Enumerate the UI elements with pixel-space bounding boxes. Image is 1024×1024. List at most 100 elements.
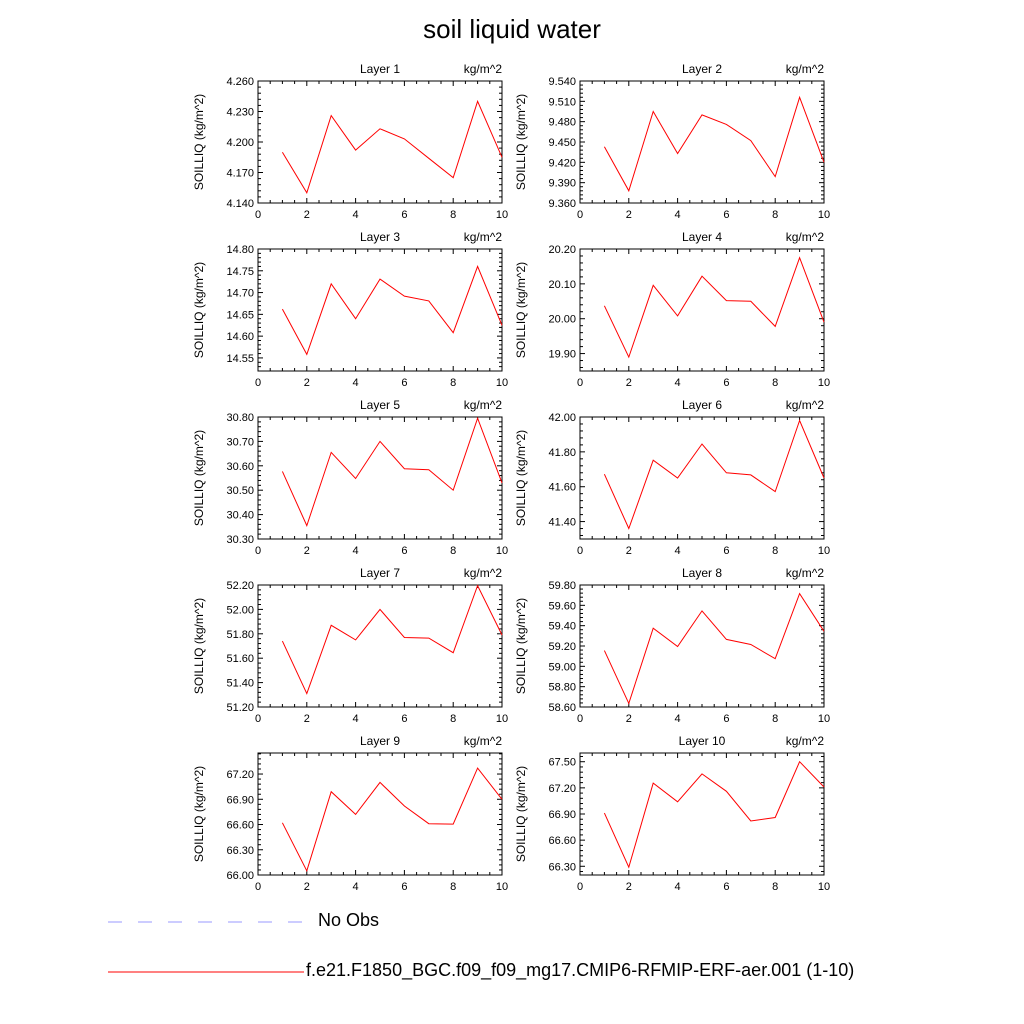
y-tick-label: 4.200 — [226, 137, 254, 149]
series-line — [603, 95, 825, 193]
plot-frame — [579, 80, 825, 204]
y-tick-label: 14.65 — [226, 309, 254, 321]
panel-title: Layer 5 — [360, 398, 400, 412]
y-tick-label: 66.60 — [226, 820, 254, 832]
legend-swatch-dashed — [108, 921, 304, 923]
y-tick-label: 67.50 — [548, 757, 576, 769]
panel-layer-6: 0 2 4 6 8 10 41.40 41.60 41.80 42.00 SOILLIQ (kg/m… — [514, 398, 830, 557]
x-tick-label: 4 — [675, 545, 681, 557]
y-tick-label: 20.00 — [548, 314, 576, 326]
y-axis-label: SOILLIQ (kg/m^2) — [192, 766, 206, 862]
y-tick-label: 52.20 — [226, 580, 254, 592]
plot-frame — [257, 416, 503, 540]
x-tick-label: 0 — [577, 545, 583, 557]
y-axis-label: SOILLIQ (kg/m^2) — [514, 766, 528, 862]
panel-layer-10: 0 2 4 6 8 10 66.30 66.60 66.90 67.20 67.50 SOILLIQ … — [514, 734, 830, 893]
x-tick-label: 8 — [772, 713, 778, 725]
y-tick-label: 66.00 — [226, 870, 254, 882]
x-tick-label: 2 — [304, 881, 310, 893]
plot-frame — [257, 248, 503, 372]
y-axis-label: SOILLIQ (kg/m^2) — [192, 262, 206, 358]
y-axis-label: SOILLIQ (kg/m^2) — [192, 598, 206, 694]
x-tick-label: 8 — [450, 377, 456, 389]
legend-label: f.e21.F1850_BGC.f09_f09_mg17.CMIP6-RFMIP… — [306, 960, 855, 980]
y-tick-label: 59.60 — [548, 600, 576, 612]
x-tick-label: 10 — [496, 713, 508, 725]
y-tick-label: 14.80 — [226, 244, 254, 256]
figure-title: soil liquid water — [423, 14, 601, 44]
x-tick-label: 2 — [626, 377, 632, 389]
y-axis-label: SOILLIQ (kg/m^2) — [514, 94, 528, 190]
y-tick-label: 51.20 — [226, 702, 254, 714]
series-line — [281, 416, 503, 527]
y-tick-label: 59.00 — [548, 661, 576, 673]
x-tick-label: 0 — [577, 377, 583, 389]
y-tick-label: 9.390 — [548, 178, 576, 190]
panel-units: kg/m^2 — [786, 566, 825, 580]
x-tick-label: 6 — [723, 713, 729, 725]
plot-frame — [257, 752, 503, 876]
y-tick-label: 30.70 — [226, 436, 254, 448]
y-tick-label: 59.40 — [548, 621, 576, 633]
x-tick-label: 8 — [772, 377, 778, 389]
series-line — [281, 99, 503, 195]
panel-units: kg/m^2 — [786, 62, 825, 76]
y-tick-label: 66.90 — [548, 809, 576, 821]
y-tick-label: 30.60 — [226, 461, 254, 473]
plot-frame — [257, 80, 503, 204]
y-tick-label: 51.60 — [226, 653, 254, 665]
x-tick-label: 4 — [353, 545, 359, 557]
y-tick-label: 59.80 — [548, 580, 576, 592]
panel-title: Layer 3 — [360, 230, 400, 244]
x-tick-label: 2 — [304, 377, 310, 389]
y-axis-label: SOILLIQ (kg/m^2) — [514, 430, 528, 526]
x-tick-label: 6 — [723, 209, 729, 221]
x-tick-label: 10 — [496, 881, 508, 893]
series-line — [603, 592, 825, 705]
x-tick-label: 2 — [626, 209, 632, 221]
y-tick-label: 4.260 — [226, 76, 254, 88]
x-tick-label: 6 — [401, 713, 407, 725]
panel-title: Layer 9 — [360, 734, 400, 748]
panel-title: Layer 7 — [360, 566, 400, 580]
y-tick-label: 9.540 — [548, 76, 576, 88]
y-tick-label: 51.80 — [226, 629, 254, 641]
x-tick-label: 4 — [353, 209, 359, 221]
x-tick-label: 6 — [723, 881, 729, 893]
panel-units: kg/m^2 — [464, 734, 503, 748]
x-tick-label: 10 — [818, 377, 830, 389]
panel-units: kg/m^2 — [786, 398, 825, 412]
y-tick-label: 19.90 — [548, 349, 576, 361]
x-tick-label: 4 — [675, 377, 681, 389]
x-tick-label: 4 — [675, 881, 681, 893]
y-tick-label: 42.00 — [548, 412, 576, 424]
y-tick-label: 41.60 — [548, 482, 576, 494]
panel-layer-8: 0 2 4 6 8 10 58.60 58.80 59.00 59.20 59.40 59.60 59.… — [514, 566, 830, 725]
panel-title: Layer 1 — [360, 62, 400, 76]
plot-frame — [579, 752, 825, 876]
y-tick-label: 20.20 — [548, 244, 576, 256]
panel-title: Layer 8 — [682, 566, 722, 580]
series-line — [603, 760, 825, 869]
x-tick-label: 2 — [304, 209, 310, 221]
x-tick-label: 2 — [304, 713, 310, 725]
x-tick-label: 10 — [496, 209, 508, 221]
panel-layer-5: 0 2 4 6 8 10 30.30 30.40 30.50 30.60 30.70 30.80 SOI… — [192, 398, 508, 557]
y-tick-label: 14.60 — [226, 331, 254, 343]
panel-units: kg/m^2 — [786, 230, 825, 244]
panel-layer-9: 0 2 4 6 8 10 66.00 66.30 66.60 66.90 67.20 SOILLIQ … — [192, 734, 508, 893]
x-tick-label: 0 — [255, 545, 261, 557]
y-tick-label: 41.40 — [548, 517, 576, 529]
y-tick-label: 30.50 — [226, 485, 254, 497]
panel-layer-2: 0 2 4 6 8 10 9.360 9.390 9.420 9.450 9.480 9.510 9.5… — [514, 62, 830, 221]
x-tick-label: 8 — [450, 209, 456, 221]
series-line — [281, 767, 503, 873]
y-tick-label: 67.20 — [548, 783, 576, 795]
y-tick-label: 41.80 — [548, 447, 576, 459]
x-tick-label: 0 — [577, 209, 583, 221]
y-tick-label: 52.00 — [226, 604, 254, 616]
x-tick-label: 2 — [304, 545, 310, 557]
panel-layer-4: 0 2 4 6 8 10 19.90 20.00 20.10 20.20 SOILLIQ (kg/m… — [514, 230, 830, 389]
x-tick-label: 4 — [675, 713, 681, 725]
